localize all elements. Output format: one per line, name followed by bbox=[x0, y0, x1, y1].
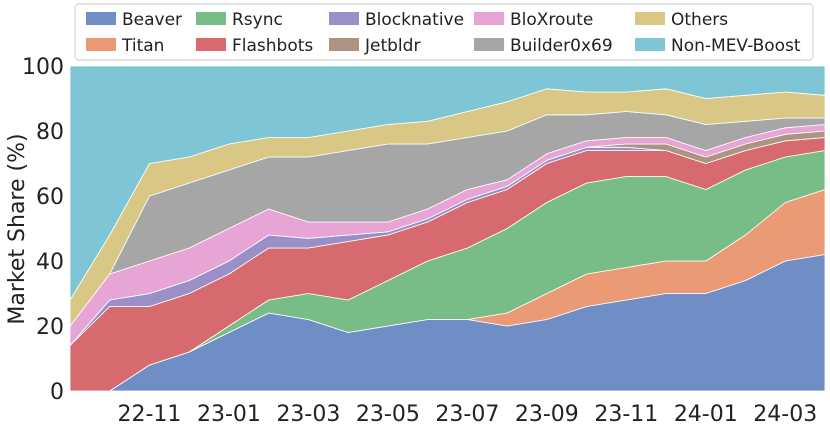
x-axis-ticks: 22-11 23-01 23-03 23-05 23-07 23-09 23-11 24-01… bbox=[118, 402, 818, 425]
x-tick-label: 23-01 bbox=[197, 402, 261, 425]
legend: Beaver Rsync Blocknative BloXroute Others Tit… bbox=[74, 3, 814, 61]
y-tick-label: 0 bbox=[50, 380, 64, 405]
legend-label-others: Others bbox=[671, 10, 728, 30]
area-non-mev-boost bbox=[69, 65, 826, 301]
legend-label-jetbldr: Jetbldr bbox=[364, 36, 420, 56]
legend-swatch-others bbox=[635, 12, 665, 25]
legend-swatch-blocknative bbox=[329, 12, 359, 25]
y-tick-label: 40 bbox=[36, 250, 64, 275]
x-tick-label: 23-03 bbox=[276, 402, 340, 425]
legend-frame bbox=[74, 3, 814, 61]
x-tick-label: 24-01 bbox=[674, 402, 738, 425]
legend-swatch-beaver bbox=[86, 12, 116, 25]
y-tick-label: 100 bbox=[22, 55, 64, 80]
stacked-areas bbox=[69, 65, 826, 392]
legend-label-blocknative: Blocknative bbox=[365, 10, 464, 30]
legend-label-builder0x69: Builder0x69 bbox=[510, 36, 613, 56]
legend-swatch-bloxroute bbox=[474, 12, 504, 25]
legend-swatch-titan bbox=[86, 38, 116, 51]
y-tick-label: 60 bbox=[36, 185, 64, 210]
y-axis-ticks: 0 20 40 60 80 100 bbox=[22, 55, 64, 405]
legend-label-flashbots: Flashbots bbox=[232, 36, 313, 56]
legend-label-rsync: Rsync bbox=[232, 10, 283, 30]
x-tick-label: 23-07 bbox=[435, 402, 499, 425]
x-tick-label: 23-11 bbox=[594, 402, 658, 425]
legend-swatch-rsync bbox=[196, 12, 226, 25]
legend-label-bloxroute: BloXroute bbox=[510, 10, 593, 30]
x-tick-label: 22-11 bbox=[118, 402, 182, 425]
legend-label-titan: Titan bbox=[121, 36, 164, 56]
y-tick-label: 20 bbox=[36, 315, 64, 340]
x-tick-label: 24-03 bbox=[753, 402, 817, 425]
y-axis-title: Market Share (%) bbox=[5, 133, 30, 324]
legend-swatch-flashbots bbox=[196, 38, 226, 51]
y-tick-label: 80 bbox=[36, 120, 64, 145]
legend-swatch-builder0x69 bbox=[474, 38, 504, 51]
x-tick-label: 23-05 bbox=[356, 402, 420, 425]
legend-label-non-mev-boost: Non-MEV-Boost bbox=[671, 36, 801, 56]
x-tick-label: 23-09 bbox=[515, 402, 579, 425]
legend-label-beaver: Beaver bbox=[122, 10, 182, 30]
legend-swatch-non-mev-boost bbox=[635, 38, 665, 51]
legend-swatch-jetbldr bbox=[329, 38, 359, 51]
